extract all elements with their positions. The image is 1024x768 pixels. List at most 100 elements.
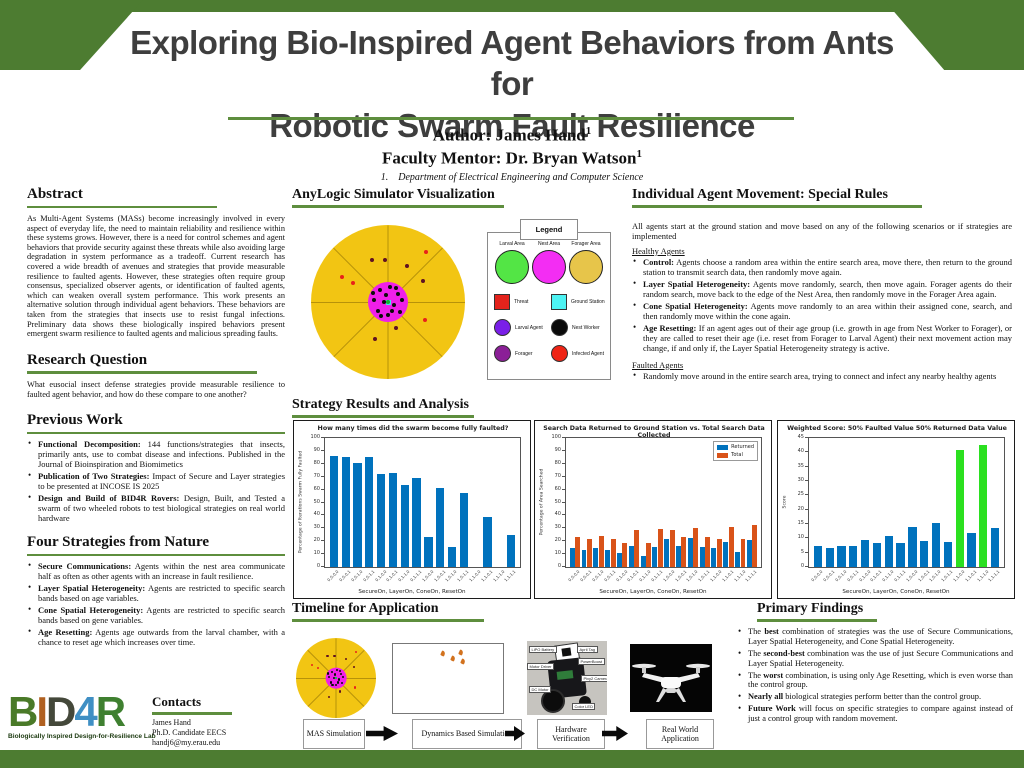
x-tick-label: 1,1,1,1 xyxy=(503,569,518,583)
research-question-underline xyxy=(27,371,257,374)
x-tick-label: 0,1,0,1 xyxy=(869,569,883,583)
legend-item: Nest Worker xyxy=(551,319,606,336)
x-tick-label: 1,0,0,1 xyxy=(673,569,688,583)
agent-dot xyxy=(393,325,399,331)
legend-area-label: Nest Area xyxy=(538,241,560,247)
timeline-underline xyxy=(292,619,484,622)
bar xyxy=(967,533,976,567)
bar xyxy=(575,536,581,567)
x-tick-label: 0,0,0,0 xyxy=(567,569,581,583)
x-tick-label: 0,1,1,0 xyxy=(638,569,652,583)
x-tick-label: 0,0,1,0 xyxy=(591,569,605,583)
x-tick-label: 1,1,1,1 xyxy=(987,569,1002,583)
agent-dot xyxy=(420,278,426,284)
bar xyxy=(657,528,663,567)
legend-area-swatch xyxy=(495,250,529,284)
x-tick-label: 0,1,1,1 xyxy=(650,569,664,583)
agent-dot xyxy=(387,284,393,290)
bar-slot: 1,1,0,1 xyxy=(721,438,734,582)
author-block: Author: James Hand1 Faculty Mentor: Dr. … xyxy=(0,124,1024,183)
agent-dot xyxy=(371,297,377,303)
poster-title: Exploring Bio-Inspired Agent Behaviors f… xyxy=(110,22,914,146)
bar xyxy=(598,536,604,567)
legend-row: Total xyxy=(717,452,754,458)
list-item: Control: Agents choose a random area wit… xyxy=(632,256,1012,277)
y-axis-label: Percentage of Area Searched xyxy=(539,468,545,536)
y-tick: 45 xyxy=(798,434,809,440)
four-strategies-underline xyxy=(27,553,285,557)
list-item: Cone Spatial Heterogeneity: Agents are r… xyxy=(27,604,285,625)
x-tick-label: 0,1,1,1 xyxy=(409,569,423,583)
y-tick: 70 xyxy=(555,473,566,479)
bar-slot: 1,0,1,1 xyxy=(940,438,954,582)
x-tick-label: 1,1,0,1 xyxy=(720,569,735,583)
affiliation: 1. Department of Electrical Engineering … xyxy=(380,171,644,183)
agent-rules-intro: All agents start at the ground station a… xyxy=(632,220,1012,241)
strategy-results-underline xyxy=(292,415,474,418)
section-anylogic: AnyLogic Simulator Visualization xyxy=(292,187,624,208)
list-item: Age Resetting: Agents age outwards from … xyxy=(27,626,285,647)
bar xyxy=(711,547,717,567)
x-tick-label: 0,0,1,1 xyxy=(602,569,617,583)
bar-slot: 0,1,0,1 xyxy=(626,438,640,582)
agent-dot xyxy=(342,675,345,679)
agent-dot xyxy=(332,676,336,680)
bar xyxy=(400,485,409,567)
bar-slot: 1,1,1,1 xyxy=(504,438,517,582)
robot-part-label: LiPO Battery xyxy=(529,646,557,654)
y-tick: 100 xyxy=(551,434,566,440)
x-tick-label: 1,1,0,0 xyxy=(709,569,723,583)
x-tick-label: 1,1,1,0 xyxy=(975,569,990,583)
x-tick-label: 0,0,1,1 xyxy=(361,569,376,583)
bar-slot: 1,0,0,0 xyxy=(905,438,918,582)
x-tick-label: 1,0,1,0 xyxy=(685,569,699,583)
bar-slot: 0,1,1,1 xyxy=(650,438,664,582)
x-tick-label: 1,1,0,1 xyxy=(479,569,494,583)
x-tick-label: 1,1,0,1 xyxy=(963,569,978,583)
strategy-results-heading: Strategy Results and Analysis xyxy=(292,397,469,412)
drone-illustration xyxy=(632,663,710,702)
bar xyxy=(593,548,599,567)
contact-lines: James Hand Ph.D. Candidate EECS handj6@m… xyxy=(152,718,285,748)
bar xyxy=(884,536,893,567)
timeline-step-label: Hardware Verification xyxy=(537,719,605,749)
bar-slot: 0,0,0,0 xyxy=(810,438,824,582)
bar xyxy=(353,463,362,567)
hardware-robot-photo: LiPO Battery April Tag Motor Driver PowerBo… xyxy=(527,641,607,715)
agent-dot xyxy=(378,313,384,319)
agent-dot xyxy=(327,672,330,675)
bar-slot: 1,0,0,1 xyxy=(674,438,687,582)
bar xyxy=(681,537,687,567)
y-tick: 20 xyxy=(798,506,809,512)
arrow-right-icon xyxy=(366,726,398,741)
bar xyxy=(329,456,339,567)
x-tick-label: 0,0,1,1 xyxy=(845,569,860,583)
agent-dot xyxy=(375,308,381,314)
y-tick: 30 xyxy=(314,524,325,530)
list-item: Design and Build of BID4R Rovers: Design… xyxy=(27,492,285,523)
list-item: Future Work will focus on specific strat… xyxy=(737,703,1013,724)
list-item: Functional Decomposition: 144 functions/… xyxy=(27,438,285,469)
bar xyxy=(483,517,492,567)
y-tick: 0 xyxy=(558,563,566,569)
agent-dot xyxy=(333,673,337,676)
legend-item-swatch xyxy=(494,319,511,336)
arrow-right-icon xyxy=(602,726,628,741)
plot-area: 0 5 10 15 20 25 30 35 40 45 0,0,0,0 0,0,0,1 0,0,1,0 0… xyxy=(798,434,1005,582)
logo-letter: I xyxy=(36,688,48,735)
timeline-step-label: MAS Simulation xyxy=(303,719,365,749)
agent-dot xyxy=(326,654,329,658)
contact-email[interactable]: handj6@my.erau.edu xyxy=(152,737,221,747)
x-tick-label: 1,0,0,1 xyxy=(432,569,447,583)
x-tick-label: 0,0,0,0 xyxy=(810,569,824,583)
list-item: Secure Communications: Agents within the… xyxy=(27,560,285,581)
bar xyxy=(424,537,433,567)
agent-dot xyxy=(341,682,344,685)
bar-slot: 1,0,0,0 xyxy=(662,438,675,582)
x-tick-label: 0,0,0,1 xyxy=(338,569,352,583)
chart-weighted-score: Weighted Score: 50% Faulted Value 50% Re… xyxy=(777,420,1015,599)
agent-dot xyxy=(383,292,389,298)
chart-legend: Returned Total xyxy=(713,441,758,461)
contact-name: James Hand xyxy=(152,717,191,727)
agent-dot xyxy=(337,678,341,681)
